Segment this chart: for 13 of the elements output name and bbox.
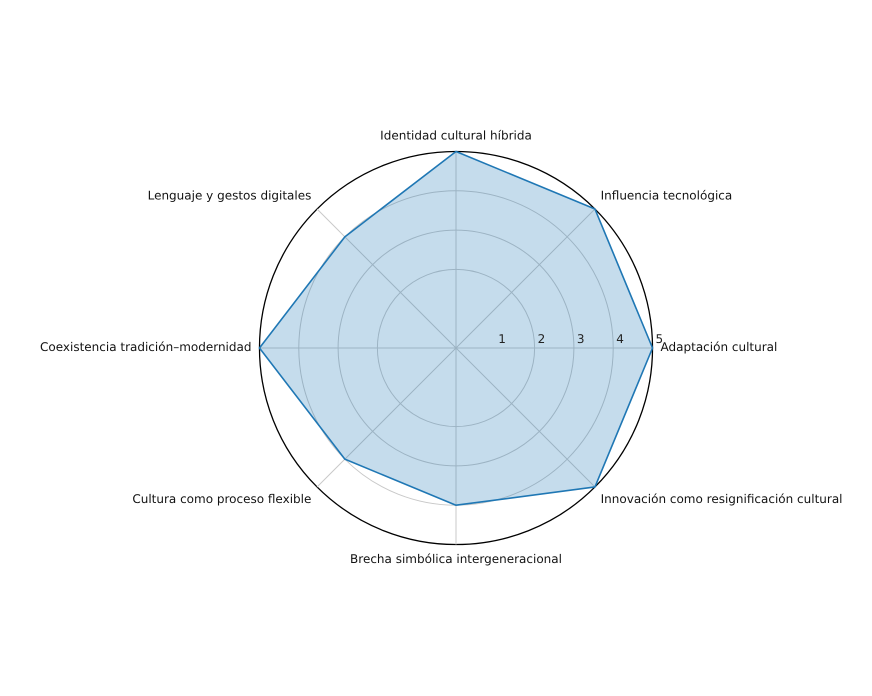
spoke-label: Lenguaje y gestos digitales	[148, 188, 312, 202]
y-tick-label: 1	[498, 332, 506, 346]
spoke-label: Cultura como proceso flexible	[132, 492, 312, 506]
y-tick-label: 3	[576, 332, 585, 346]
spoke-label: Influencia tecnológica	[600, 188, 732, 202]
spoke-label: Coexistencia tradición–modernidad	[40, 340, 252, 354]
spoke-label: Adaptación cultural	[660, 340, 778, 354]
y-tick-label: 5	[656, 332, 664, 346]
y-tick-label: 4	[616, 332, 624, 346]
spoke-label: Innovación como resignificación cultural	[600, 492, 843, 506]
spoke-label: Identidad cultural híbrida	[380, 128, 532, 142]
y-tick-label: 2	[538, 332, 546, 346]
spoke-label: Brecha simbólica intergeneracional	[350, 552, 562, 566]
